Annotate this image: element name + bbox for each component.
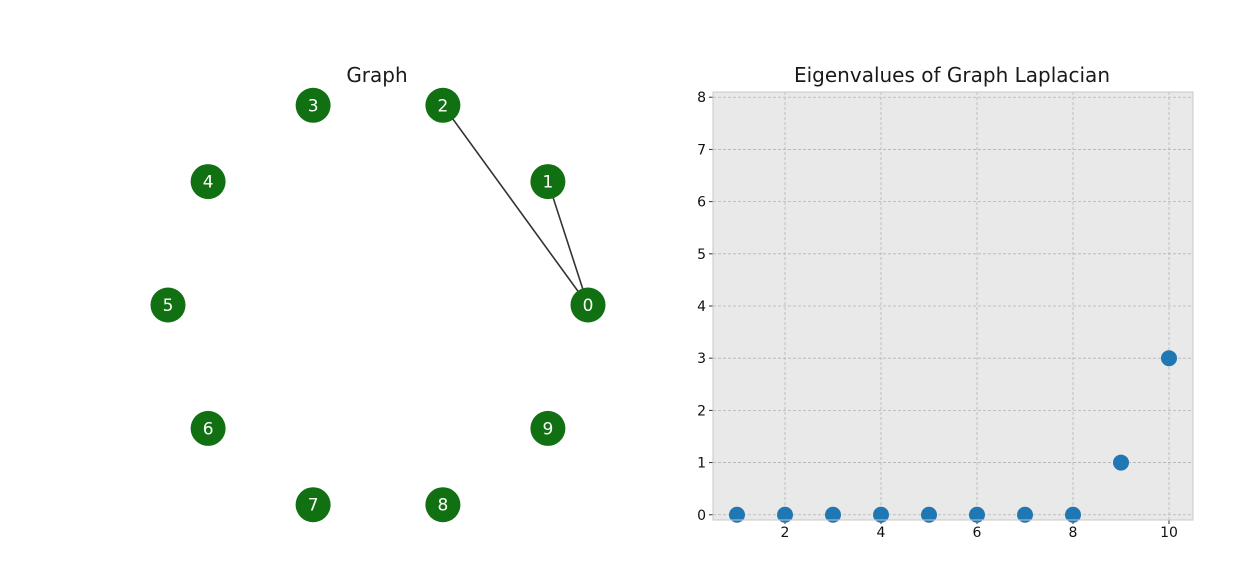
graph-edge: [547, 181, 589, 306]
node-circle: [530, 410, 566, 446]
node-label: 8: [437, 496, 448, 516]
y-tick-label: 8: [697, 90, 706, 106]
eigenvalue-point: [1161, 350, 1177, 367]
node-label: 9: [542, 419, 553, 439]
y-tick-label: 0: [697, 508, 706, 524]
eigenvalue-point: [777, 506, 793, 523]
eigenvalue-point: [1065, 506, 1081, 523]
plot-frame: [712, 91, 1194, 521]
y-tick-label: 3: [697, 351, 706, 367]
y-tick-label: 5: [697, 247, 706, 263]
graph-node: 8: [425, 487, 461, 523]
node-circle: [425, 487, 461, 523]
plot-grid: [713, 92, 1193, 520]
eigenvalue-point: [873, 506, 889, 523]
node-label: 7: [308, 496, 319, 516]
x-tick-label: 8: [1069, 525, 1078, 541]
y-tick-label: 2: [697, 403, 706, 419]
y-tick-label: 1: [697, 456, 706, 472]
graph-title: Graph: [346, 63, 407, 87]
graph-edge: [442, 104, 589, 306]
axis-ticks: 2 4 6 8 10 0 1 2 3 4 5 6 7 8: [697, 90, 1178, 541]
node-label: 0: [583, 296, 594, 316]
eigenvalue-panel: Eigenvalues of Graph Laplacian 2 4 6 8 10012…: [697, 63, 1194, 541]
eigenvalue-point: [1017, 506, 1033, 523]
graph-nodes: 0 1 2 3 4 5 6 7 8 9: [150, 87, 606, 523]
graph-edges: [442, 104, 589, 306]
node-circle: [190, 164, 226, 200]
graph-node: 6: [190, 410, 226, 446]
node-label: 4: [203, 173, 214, 193]
node-label: 1: [542, 173, 553, 193]
node-circle: [530, 164, 566, 200]
x-tick-label: 10: [1160, 525, 1178, 541]
eigenvalue-point: [921, 506, 937, 523]
graph-node: 7: [295, 487, 331, 523]
node-circle: [295, 87, 331, 123]
node-label: 2: [437, 96, 448, 116]
node-circle: [295, 487, 331, 523]
node-label: 3: [308, 96, 319, 116]
graph-node: 5: [150, 287, 186, 323]
graph-node: 3: [295, 87, 331, 123]
y-tick-label: 7: [697, 142, 706, 158]
x-tick-label: 4: [877, 525, 886, 541]
graph-node: 9: [530, 410, 566, 446]
graph-node: 2: [425, 87, 461, 123]
graph-node: 1: [530, 164, 566, 200]
y-tick-label: 6: [697, 195, 706, 211]
node-circle: [190, 410, 226, 446]
node-label: 6: [203, 419, 214, 439]
eigenvalue-point: [729, 506, 745, 523]
eigen-title: Eigenvalues of Graph Laplacian: [794, 63, 1110, 87]
graph-node: 0: [570, 287, 606, 323]
graph-panel: Graph 0 1 2 3 4 5 6 7 8 9: [150, 63, 606, 523]
y-tick-label: 4: [697, 299, 706, 315]
node-circle: [150, 287, 186, 323]
x-tick-label: 6: [973, 525, 982, 541]
eigenvalue-point: [969, 506, 985, 523]
eigenvalue-point: [825, 506, 841, 523]
graph-node: 4: [190, 164, 226, 200]
node-label: 5: [163, 296, 174, 316]
x-tick-label: 2: [781, 525, 790, 541]
data-points: [729, 350, 1177, 523]
node-circle: [425, 87, 461, 123]
node-circle: [570, 287, 606, 323]
eigenvalue-point: [1113, 454, 1129, 471]
